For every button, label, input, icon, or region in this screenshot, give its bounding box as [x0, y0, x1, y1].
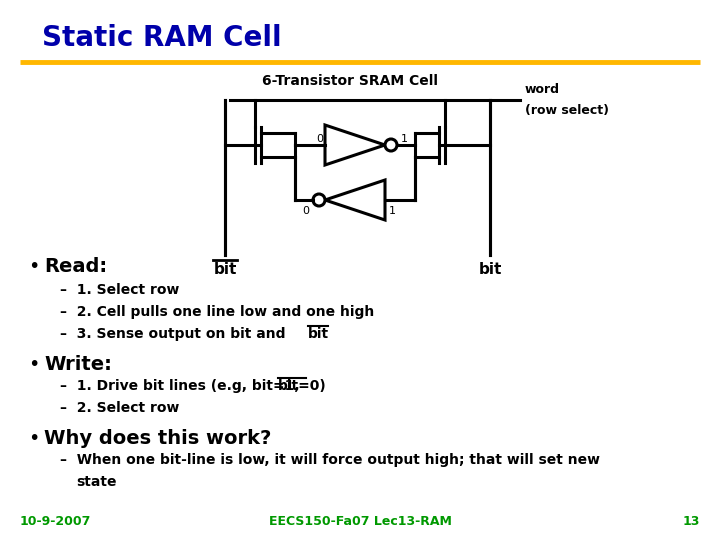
Text: Read:: Read: — [44, 257, 107, 276]
Text: Write:: Write: — [44, 355, 112, 374]
Text: 10-9-2007: 10-9-2007 — [20, 515, 91, 528]
Text: bit: bit — [308, 327, 329, 341]
Text: bit: bit — [478, 262, 502, 277]
Text: bit: bit — [213, 262, 237, 277]
Text: •: • — [28, 429, 40, 448]
Text: •: • — [28, 257, 40, 276]
Text: Why does this work?: Why does this work? — [44, 429, 271, 448]
Text: 0: 0 — [302, 206, 309, 216]
Text: 13: 13 — [683, 515, 700, 528]
Text: Static RAM Cell: Static RAM Cell — [42, 24, 282, 52]
Text: –  2. Cell pulls one line low and one high: – 2. Cell pulls one line low and one hig… — [60, 305, 374, 319]
Text: –  2. Select row: – 2. Select row — [60, 401, 179, 415]
Text: state: state — [76, 475, 117, 489]
Text: 1: 1 — [389, 206, 396, 216]
Text: –  When one bit-line is low, it will force output high; that will set new: – When one bit-line is low, it will forc… — [60, 453, 600, 467]
Text: EECS150-Fa07 Lec13-RAM: EECS150-Fa07 Lec13-RAM — [269, 515, 451, 528]
Text: –  3. Sense output on bit and: – 3. Sense output on bit and — [60, 327, 290, 341]
Text: bit=0): bit=0) — [278, 379, 327, 393]
Text: •: • — [28, 355, 40, 374]
Text: –  1. Select row: – 1. Select row — [60, 283, 179, 297]
Text: 0: 0 — [316, 134, 323, 144]
Text: word: word — [525, 83, 560, 96]
Text: –  1. Drive bit lines (e.g, bit=1,: – 1. Drive bit lines (e.g, bit=1, — [60, 379, 305, 393]
Text: 6-Transistor SRAM Cell: 6-Transistor SRAM Cell — [262, 74, 438, 88]
Text: 1: 1 — [401, 134, 408, 144]
Text: (row select): (row select) — [525, 104, 609, 117]
